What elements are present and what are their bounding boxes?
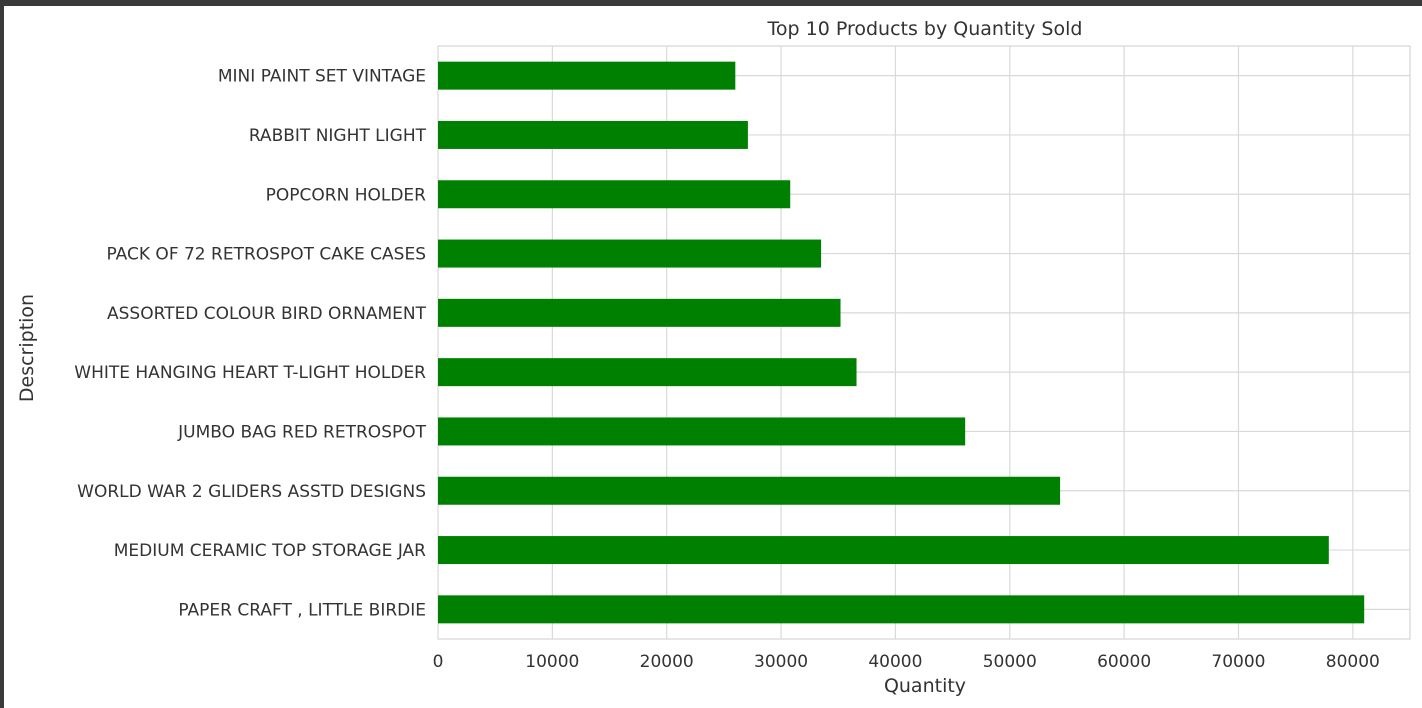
bar bbox=[438, 417, 966, 446]
y-tick-label: WORLD WAR 2 GLIDERS ASSTD DESIGNS bbox=[77, 482, 426, 502]
bar bbox=[438, 120, 748, 149]
x-tick-label: 60000 bbox=[1097, 652, 1151, 672]
x-tick-label: 70000 bbox=[1211, 652, 1265, 672]
bar bbox=[438, 595, 1365, 624]
chart-title: Top 10 Products by Quantity Sold bbox=[767, 18, 1083, 40]
x-tick-label: 20000 bbox=[640, 652, 694, 672]
x-axis-label: Quantity bbox=[884, 675, 966, 697]
bars bbox=[438, 61, 1365, 624]
x-tick-labels: 0 10000 20000 30000 40000 50000 60000 70000 8000… bbox=[433, 652, 1380, 672]
x-tick-label: 40000 bbox=[868, 652, 922, 672]
figure-canvas: MINI PAINT SET VINTAGE RABBIT NIGHT LIGH… bbox=[4, 6, 1422, 708]
y-tick-label: PAPER CRAFT , LITTLE BIRDIE bbox=[178, 600, 426, 620]
x-tick-label: 80000 bbox=[1326, 652, 1380, 672]
y-axis-label: Description bbox=[16, 294, 38, 402]
bar bbox=[438, 239, 822, 268]
bar bbox=[438, 180, 791, 209]
x-tick-label: 50000 bbox=[983, 652, 1037, 672]
x-tick-label: 0 bbox=[433, 652, 444, 672]
y-tick-labels: MINI PAINT SET VINTAGE RABBIT NIGHT LIGH… bbox=[74, 67, 426, 621]
y-tick-label: JUMBO BAG RED RETROSPOT bbox=[177, 422, 426, 442]
y-tick-label: MEDIUM CERAMIC TOP STORAGE JAR bbox=[114, 541, 426, 561]
x-tick-label: 30000 bbox=[754, 652, 808, 672]
y-tick-label: RABBIT NIGHT LIGHT bbox=[249, 126, 427, 146]
bar bbox=[438, 298, 841, 327]
bar bbox=[438, 358, 857, 387]
bar-chart: MINI PAINT SET VINTAGE RABBIT NIGHT LIGH… bbox=[16, 18, 1411, 697]
y-tick-label: ASSORTED COLOUR BIRD ORNAMENT bbox=[107, 304, 427, 324]
x-tick-label: 10000 bbox=[525, 652, 579, 672]
bar bbox=[438, 536, 1329, 565]
bar bbox=[438, 61, 736, 90]
y-tick-label: POPCORN HOLDER bbox=[266, 185, 427, 205]
bar bbox=[438, 476, 1061, 505]
y-tick-label: WHITE HANGING HEART T-LIGHT HOLDER bbox=[74, 363, 426, 383]
y-tick-label: MINI PAINT SET VINTAGE bbox=[218, 67, 426, 87]
y-tick-label: PACK OF 72 RETROSPOT CAKE CASES bbox=[107, 245, 426, 265]
